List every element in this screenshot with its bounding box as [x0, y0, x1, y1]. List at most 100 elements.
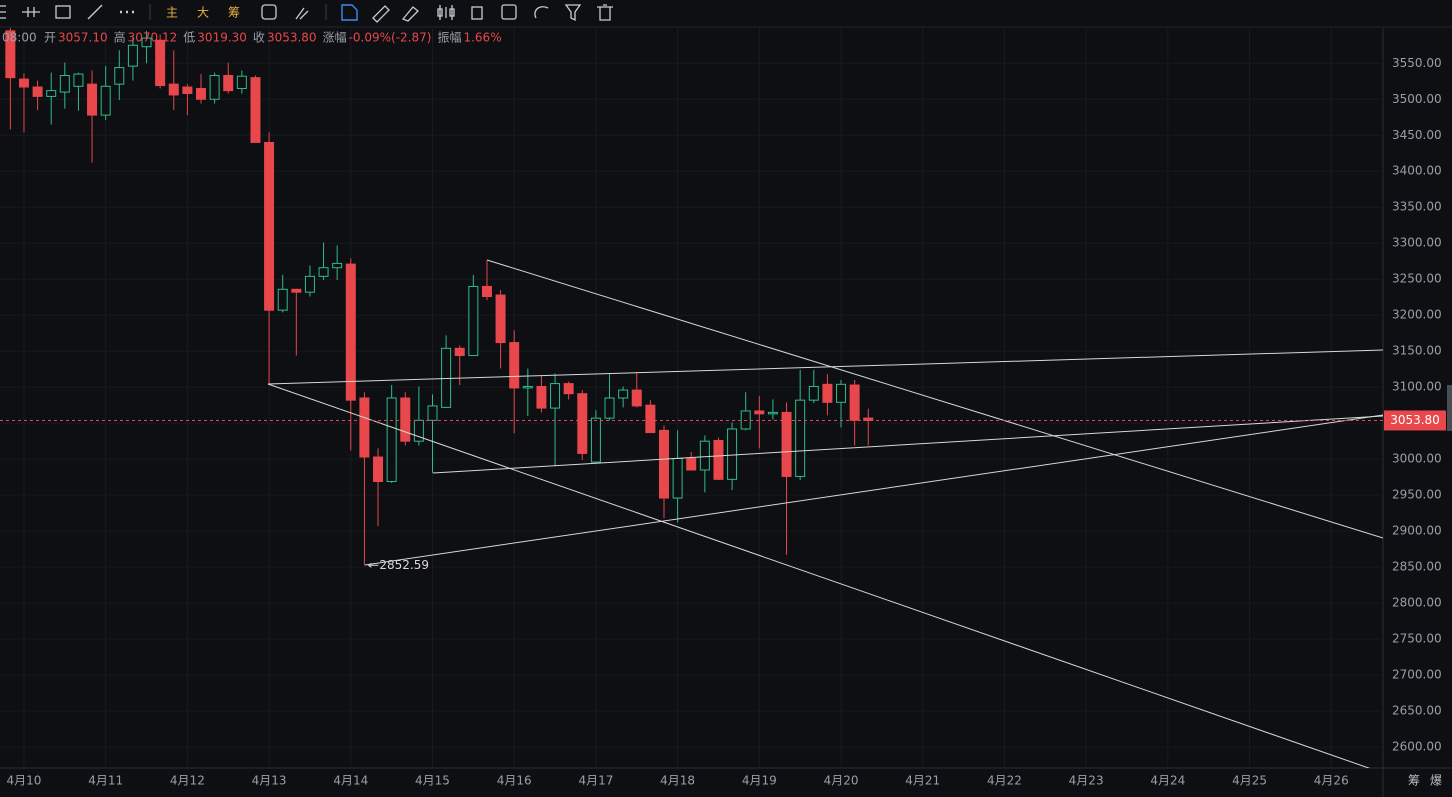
x-tick-label: 4月21 — [905, 774, 940, 788]
candle-body — [754, 410, 765, 415]
candle-body — [577, 393, 588, 454]
toolbar-button[interactable]: 筹 — [228, 6, 240, 20]
toolbar-button[interactable]: 主 — [166, 6, 178, 20]
header-value: 3070.12 — [128, 31, 178, 45]
candle-body — [155, 39, 166, 87]
note-tool[interactable] — [501, 4, 517, 20]
header-value: 3057.10 — [58, 31, 108, 45]
corner-label[interactable]: 筹 — [1408, 774, 1420, 788]
header-value: -0.09%(-2.87) — [349, 31, 432, 45]
header-label: 收 — [253, 31, 265, 45]
overlay: 3053.80 2852.59 — [0, 410, 1446, 572]
hline-tool[interactable] — [22, 7, 40, 17]
header-label: 低 — [183, 31, 195, 45]
candle-body — [168, 83, 179, 96]
candle-body — [468, 285, 479, 357]
pen-tool[interactable] — [401, 6, 419, 22]
candle-body — [250, 77, 261, 143]
candle-body — [713, 439, 724, 480]
y-tick-label: 2750.00 — [1392, 632, 1442, 646]
x-tick-label: 4月18 — [660, 774, 695, 788]
x-tick-label: 4月25 — [1232, 774, 1267, 788]
candle-body — [495, 294, 506, 344]
y-tick-label: 3450.00 — [1392, 128, 1442, 142]
sync-tool[interactable] — [261, 4, 277, 20]
candle-body — [386, 397, 397, 483]
candle-body — [658, 429, 669, 499]
scroll-handle[interactable] — [1447, 385, 1452, 431]
x-tick-label: 4月19 — [742, 774, 777, 788]
candle-body — [618, 389, 629, 399]
low-label: 2852.59 — [379, 558, 429, 572]
candle-body — [550, 383, 561, 409]
x-tick-label: 4月15 — [415, 774, 450, 788]
candle-body — [454, 347, 465, 357]
trend-line[interactable] — [364, 414, 1383, 566]
trash-tool[interactable] — [597, 4, 613, 21]
filter-tool[interactable] — [564, 4, 582, 22]
trend-line[interactable] — [486, 259, 1383, 539]
candle-body — [863, 417, 874, 421]
toolbar-button[interactable]: 大 — [197, 6, 209, 20]
y-tick-label: 2950.00 — [1392, 488, 1442, 502]
x-tick-label: 4月11 — [88, 774, 123, 788]
candle-body — [127, 44, 138, 67]
candle-body — [413, 419, 424, 442]
trend-line[interactable] — [267, 349, 1383, 385]
lock-tool[interactable] — [471, 6, 483, 20]
candle-body — [808, 385, 819, 401]
trend-line[interactable] — [432, 415, 1383, 474]
candle-body — [182, 86, 193, 95]
menu-icon[interactable] — [0, 5, 6, 19]
header-label: 开 — [44, 31, 56, 45]
brush-tool[interactable] — [295, 7, 309, 20]
x-tick-label: 4月16 — [497, 774, 532, 788]
ruler-tool[interactable] — [372, 5, 390, 23]
candle-tool[interactable] — [437, 5, 455, 20]
candle-body — [195, 87, 206, 100]
x-tick-label: 4月26 — [1314, 774, 1349, 788]
candle-body — [359, 397, 370, 458]
trend-line[interactable] — [267, 383, 1383, 773]
x-tick-label: 4月17 — [578, 774, 613, 788]
drawings — [267, 259, 1383, 773]
candle-body — [481, 285, 492, 298]
x-tick-label: 4月20 — [824, 774, 859, 788]
candle-body — [631, 389, 642, 407]
magnet-tool[interactable] — [534, 6, 549, 19]
candles — [5, 28, 874, 566]
candle-body — [59, 75, 70, 93]
header-value: 3019.30 — [197, 31, 247, 45]
candle-body — [141, 37, 152, 48]
candle-body — [727, 428, 738, 480]
y-tick-label: 3200.00 — [1392, 308, 1442, 322]
x-tick-label: 4月13 — [252, 774, 287, 788]
candle-body — [604, 397, 615, 419]
header-label: 涨幅 — [323, 30, 347, 45]
candle-body — [536, 385, 547, 409]
header-time: 08:00 — [2, 31, 37, 45]
candle-body — [645, 404, 656, 434]
candle-body — [18, 78, 29, 88]
toolbar: 主大筹 — [0, 4, 1452, 28]
candle-body — [114, 67, 125, 85]
candle-body — [345, 263, 356, 401]
y-tick-label: 2800.00 — [1392, 596, 1442, 610]
last-price-label: 3053.80 — [1390, 413, 1440, 427]
low-arrow — [368, 562, 379, 568]
candle-body — [836, 383, 847, 403]
line-tool[interactable] — [87, 4, 103, 20]
candle-body — [209, 75, 220, 100]
candle-body — [291, 288, 302, 293]
candle-body — [373, 456, 384, 483]
candle-body — [427, 405, 438, 421]
candle-body — [699, 440, 710, 471]
candle-body — [223, 75, 234, 92]
draw-tool[interactable] — [341, 4, 358, 21]
corner-label[interactable]: 爆 — [1430, 774, 1442, 788]
header-label: 高 — [114, 30, 126, 45]
candle-body — [100, 85, 111, 116]
last-price-box — [1384, 410, 1446, 431]
rect-tool[interactable] — [55, 5, 71, 19]
